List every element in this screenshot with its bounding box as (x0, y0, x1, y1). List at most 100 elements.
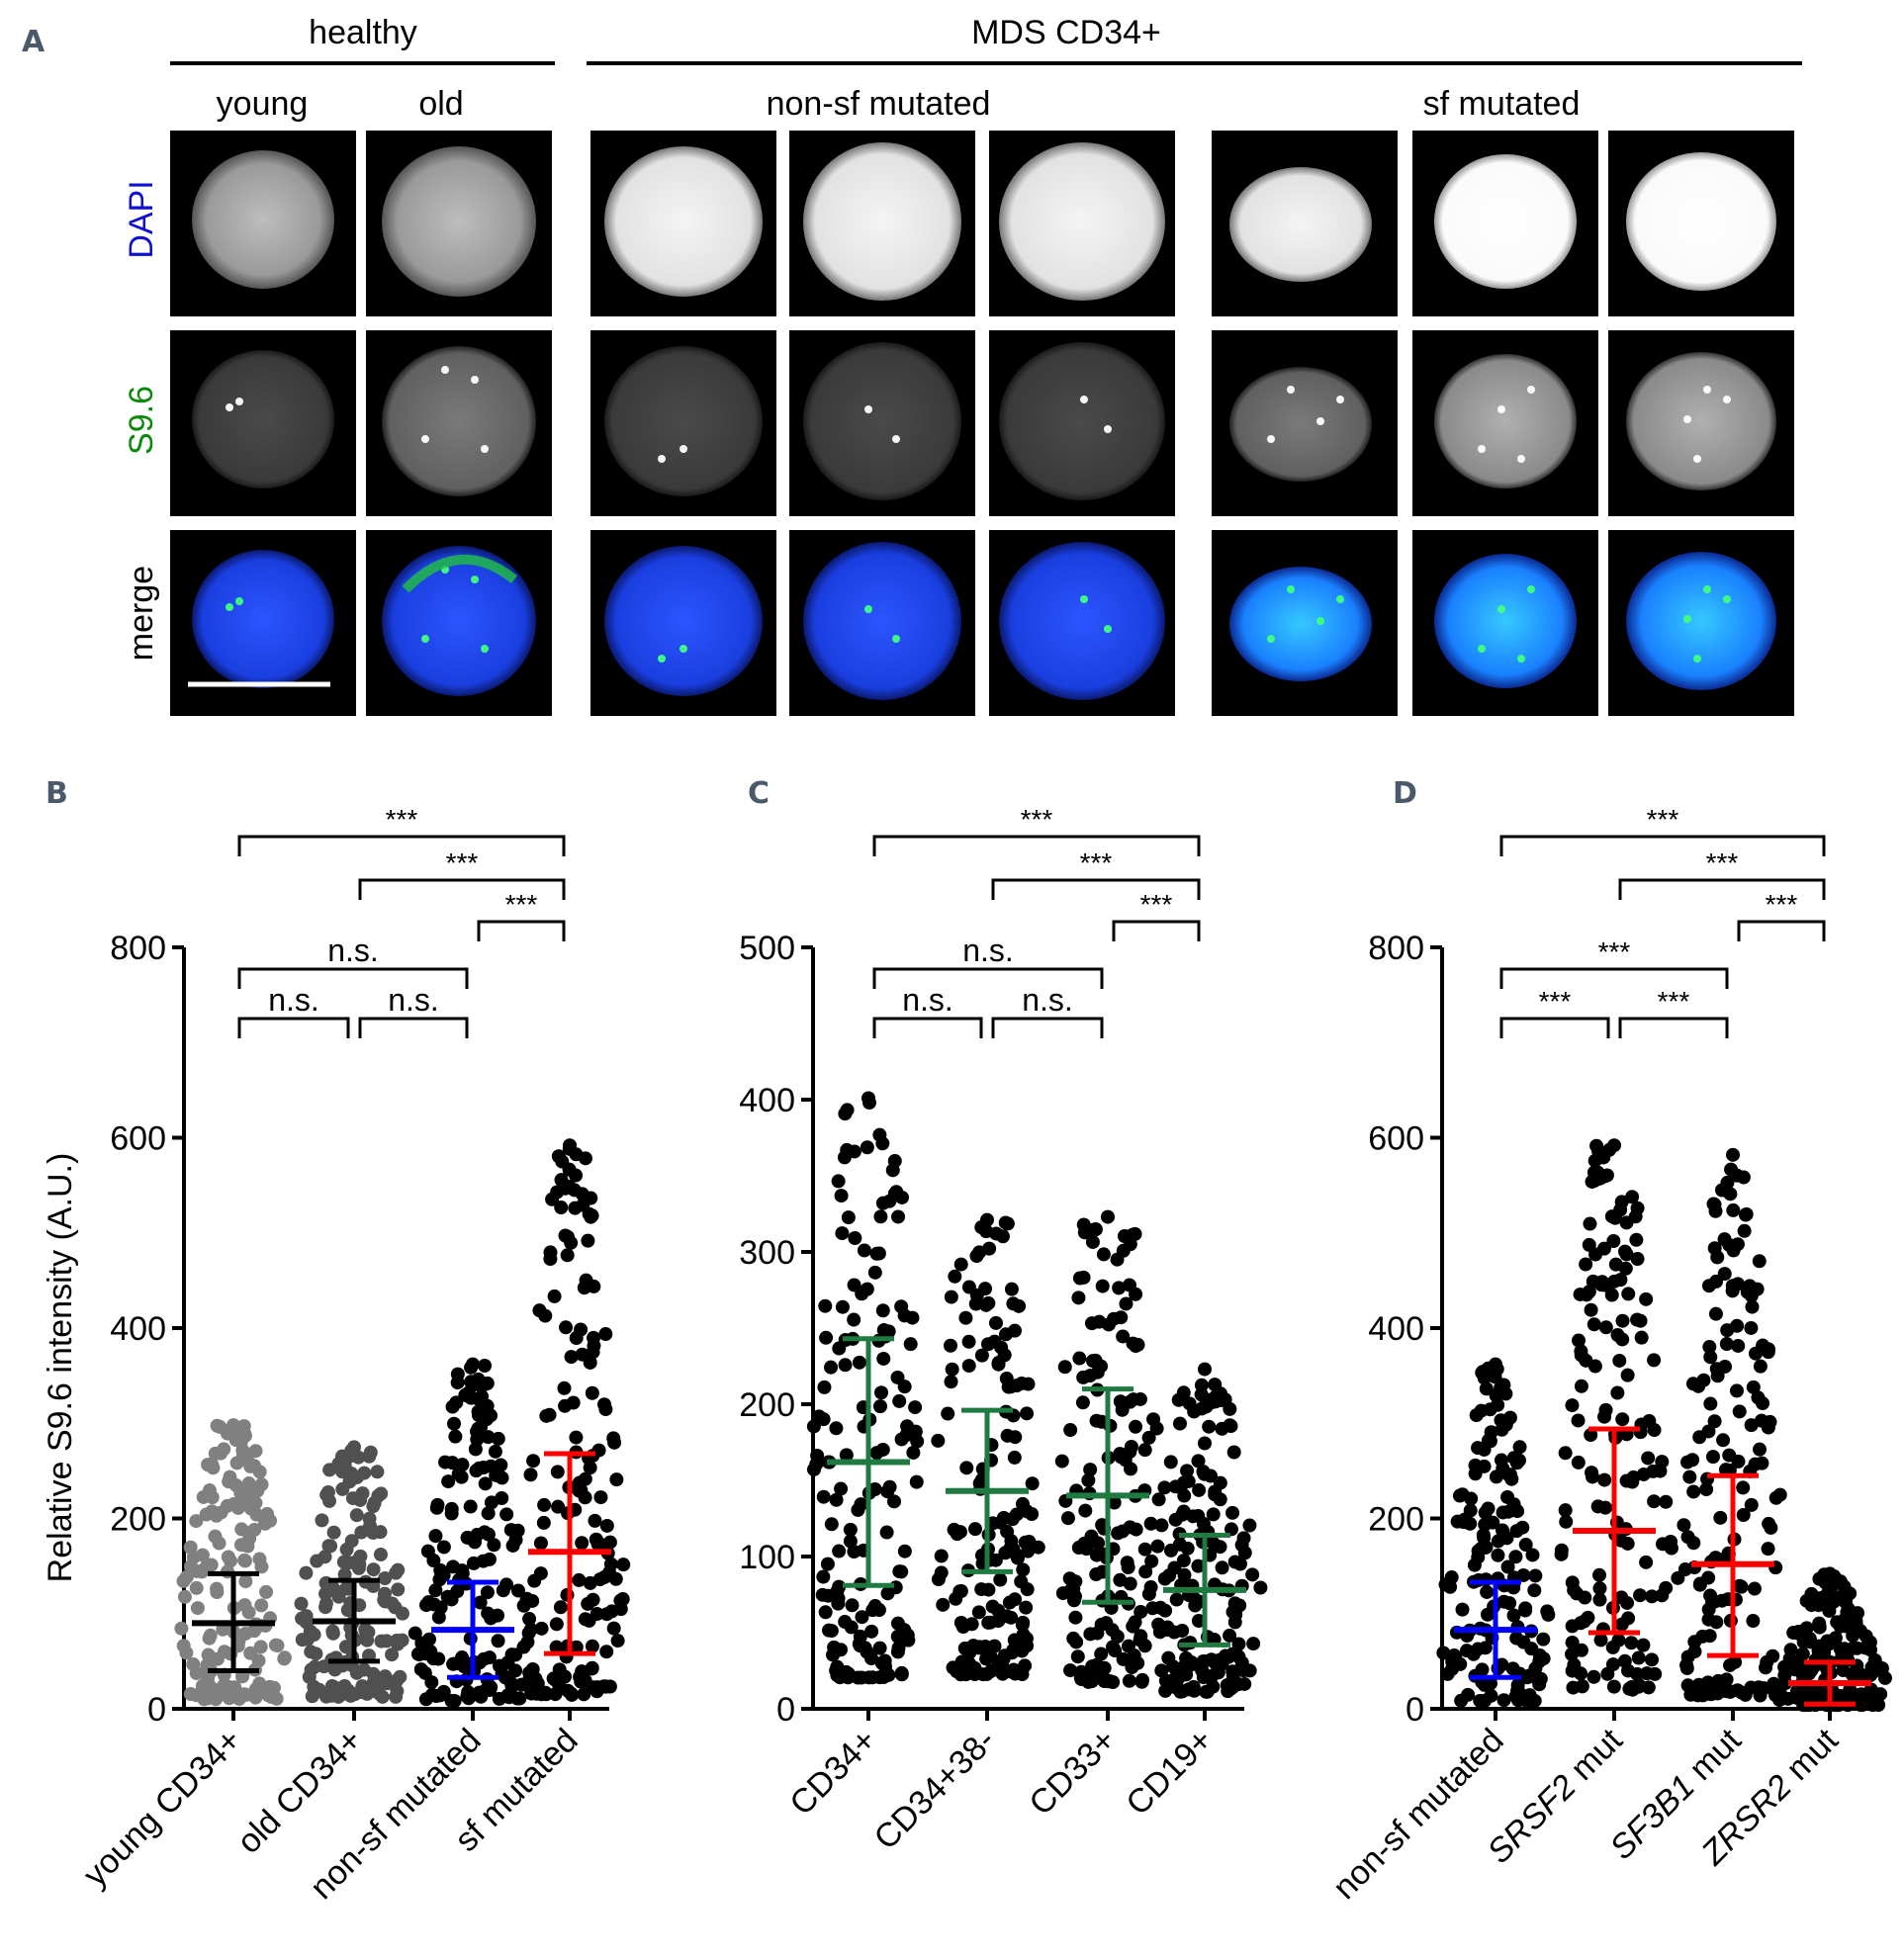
data-point (1163, 1455, 1178, 1469)
data-point (552, 1677, 567, 1692)
data-point (1443, 1579, 1458, 1594)
data-point (1004, 1282, 1019, 1296)
data-point (1197, 1436, 1212, 1451)
data-point (1639, 1291, 1654, 1306)
data-point (550, 1465, 565, 1479)
data-point (1169, 1680, 1184, 1695)
data-point (1604, 1288, 1619, 1302)
data-point (892, 1393, 907, 1408)
data-point (491, 1634, 505, 1648)
data-point (1153, 1600, 1168, 1615)
data-point (429, 1500, 444, 1515)
data-point (484, 1459, 499, 1473)
data-point (309, 1647, 323, 1661)
micrograph-dapi-nonsf-2 (789, 131, 975, 316)
data-point (480, 1376, 495, 1390)
data-point (1095, 1279, 1110, 1293)
significance-bracket: n.s. (237, 933, 469, 989)
data-point (1088, 1222, 1103, 1237)
data-point (1566, 1680, 1581, 1695)
data-point (522, 1665, 537, 1680)
data-point (1653, 1464, 1668, 1478)
data-point (1089, 1567, 1104, 1582)
data-point (1016, 1628, 1031, 1643)
data-point (488, 1444, 502, 1459)
data-point (1083, 1627, 1098, 1642)
micrograph-dapi-young (170, 131, 356, 316)
significance-bracket: *** (237, 804, 566, 856)
data-point (1223, 1682, 1237, 1697)
data-point (1133, 1633, 1147, 1647)
data-point (1596, 1241, 1611, 1256)
data-point (196, 1489, 211, 1504)
data-point (886, 1494, 901, 1509)
data-point (1199, 1399, 1214, 1414)
data-point (1436, 1646, 1451, 1660)
data-point (1871, 1698, 1886, 1713)
data-point (533, 1536, 548, 1551)
data-point (1134, 1674, 1149, 1689)
data-point (1574, 1666, 1588, 1681)
data-point (599, 1607, 614, 1622)
data-point (1177, 1659, 1192, 1674)
data-point (615, 1592, 630, 1607)
data-point (349, 1508, 364, 1523)
data-point (385, 1596, 400, 1611)
x-tick-label: CD34+ (782, 1722, 883, 1823)
data-point (330, 1585, 345, 1600)
significance-label: *** (1766, 889, 1798, 920)
y-tick-label: 0 (147, 1691, 166, 1729)
micrograph-dapi-sf-2 (1412, 131, 1598, 316)
data-point (189, 1666, 204, 1681)
data-point (1237, 1676, 1252, 1691)
micrograph-dapi-nonsf-1 (590, 131, 776, 316)
data-point (999, 1609, 1014, 1624)
data-point (1016, 1562, 1031, 1577)
data-point (491, 1431, 505, 1446)
data-point (1687, 1635, 1702, 1649)
data-point (1191, 1454, 1206, 1469)
data-point (1006, 1296, 1021, 1311)
y-tick-label: 0 (1405, 1691, 1424, 1729)
data-point (536, 1515, 551, 1530)
data-point (832, 1544, 847, 1558)
data-point (1025, 1476, 1040, 1491)
data-point (824, 1360, 839, 1375)
data-point (945, 1362, 959, 1377)
data-point (1014, 1574, 1029, 1589)
data-point (817, 1380, 832, 1394)
data-point (1076, 1270, 1091, 1285)
data-point (512, 1691, 527, 1706)
data-point (873, 1209, 888, 1224)
data-point (454, 1469, 469, 1484)
dot-cloud (1054, 1209, 1169, 1690)
micrograph-merge-sf-2 (1412, 530, 1598, 716)
data-point (841, 1670, 856, 1685)
data-point (174, 1621, 189, 1636)
data-point (1085, 1234, 1100, 1249)
data-point (483, 1683, 498, 1698)
data-point (1692, 1577, 1707, 1592)
data-point (1191, 1558, 1206, 1573)
x-tick-label: CD34+38- (867, 1722, 1003, 1857)
data-point (1126, 1619, 1140, 1634)
data-point (366, 1666, 381, 1681)
micrograph-merge-young (170, 530, 356, 716)
data-point (373, 1525, 388, 1540)
micrograph-merge-old (366, 530, 552, 716)
data-point (1841, 1689, 1856, 1704)
data-point (816, 1489, 831, 1504)
data-point (374, 1486, 389, 1501)
data-point (909, 1474, 924, 1489)
data-point (572, 1572, 587, 1587)
data-point (1614, 1617, 1629, 1632)
data-point (1713, 1510, 1728, 1525)
data-point (1007, 1450, 1022, 1465)
data-point (373, 1547, 388, 1561)
data-point (299, 1565, 314, 1580)
data-point (1731, 1338, 1746, 1353)
data-point (1206, 1536, 1221, 1551)
data-point (241, 1605, 256, 1620)
data-point (576, 1198, 590, 1212)
data-point (366, 1562, 381, 1577)
